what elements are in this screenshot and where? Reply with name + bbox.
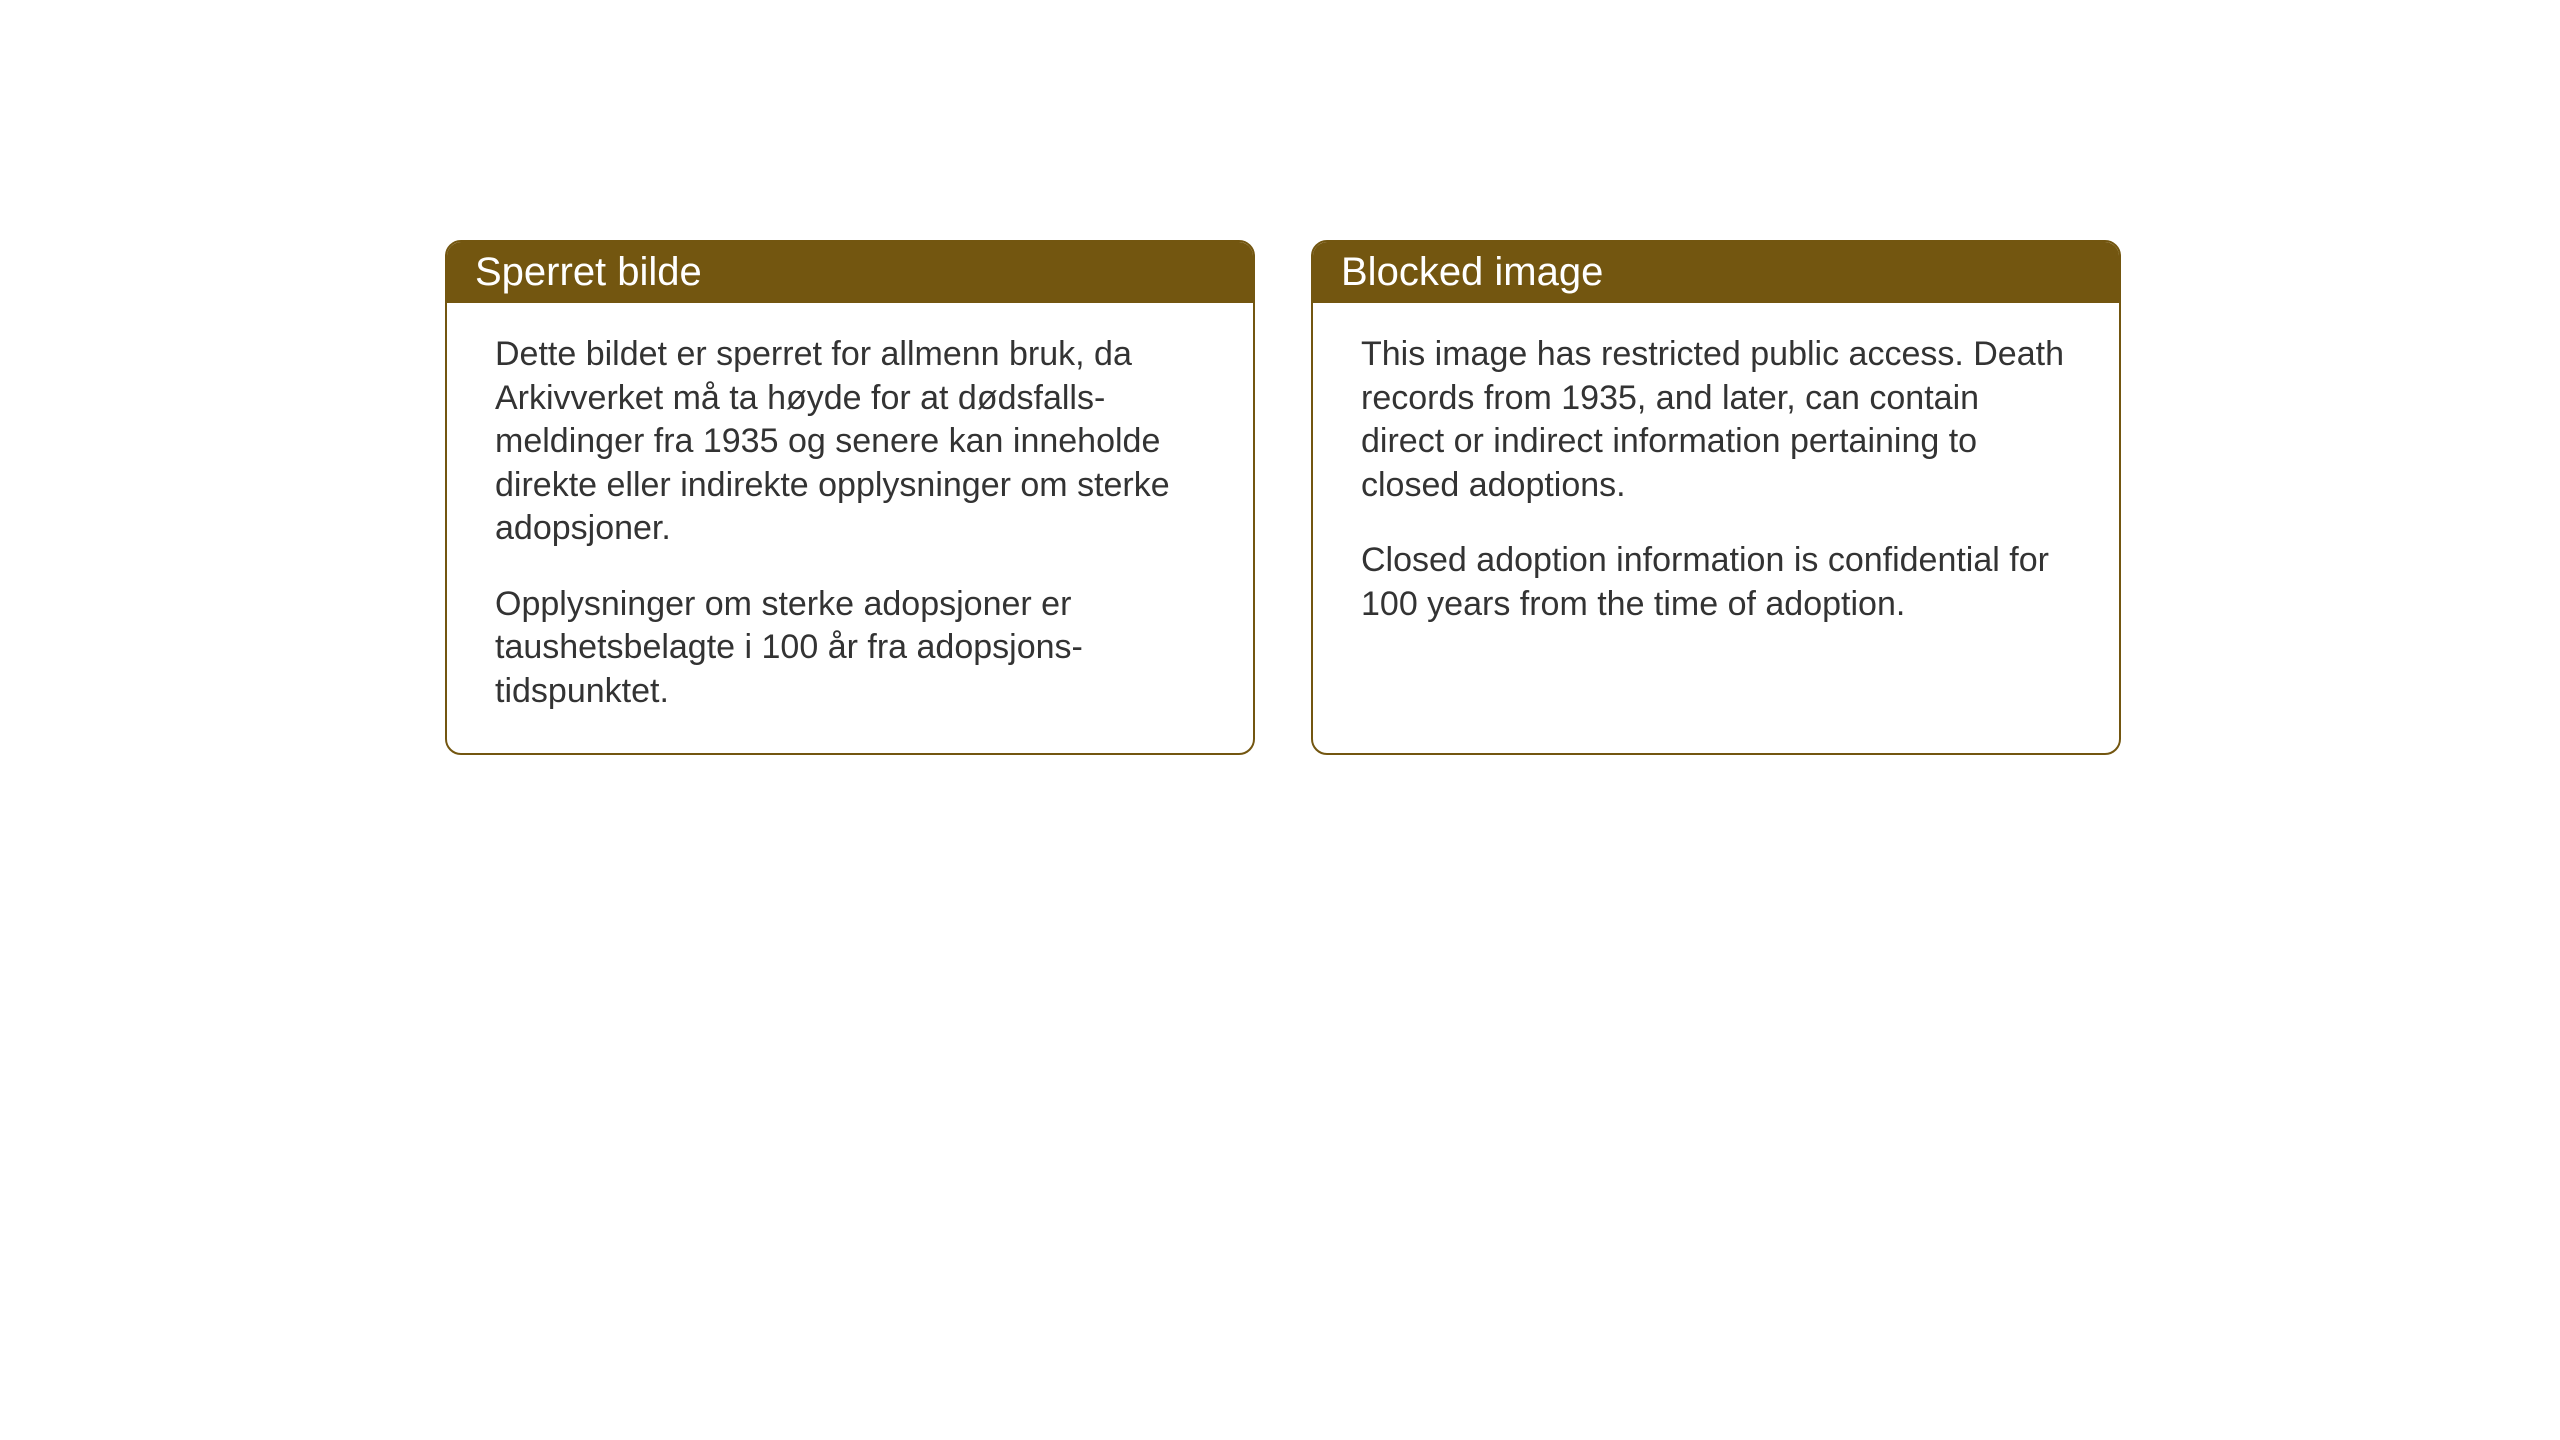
blocked-notice-card-english: Blocked image This image has restricted … — [1311, 240, 2121, 755]
notice-container: Sperret bilde Dette bildet er sperret fo… — [445, 240, 2121, 755]
card-body-english: This image has restricted public access.… — [1313, 303, 2119, 666]
notice-paragraph-1-english: This image has restricted public access.… — [1361, 333, 2071, 507]
card-body-norwegian: Dette bildet er sperret for allmenn bruk… — [447, 303, 1253, 753]
blocked-notice-card-norwegian: Sperret bilde Dette bildet er sperret fo… — [445, 240, 1255, 755]
notice-paragraph-1-norwegian: Dette bildet er sperret for allmenn bruk… — [495, 333, 1205, 551]
card-title-norwegian: Sperret bilde — [475, 250, 702, 294]
notice-paragraph-2-norwegian: Opplysninger om sterke adopsjoner er tau… — [495, 583, 1205, 714]
card-header-norwegian: Sperret bilde — [447, 242, 1253, 303]
card-header-english: Blocked image — [1313, 242, 2119, 303]
card-title-english: Blocked image — [1341, 250, 1603, 294]
notice-paragraph-2-english: Closed adoption information is confident… — [1361, 539, 2071, 626]
